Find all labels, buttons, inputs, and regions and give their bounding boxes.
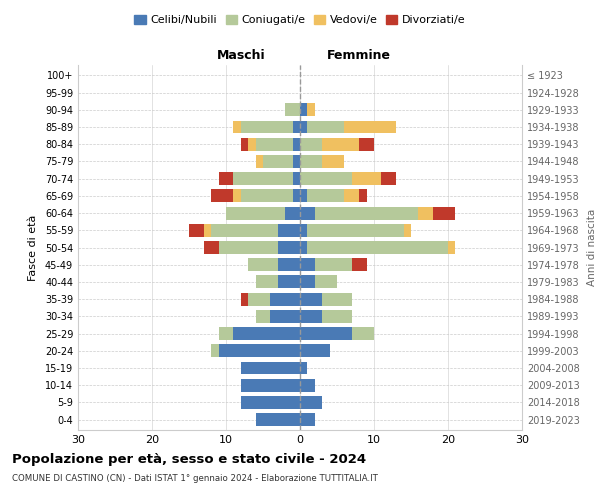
Bar — [352, 327, 374, 340]
Bar — [263, 155, 293, 168]
Bar — [315, 276, 337, 288]
Bar — [315, 258, 352, 271]
Bar — [300, 292, 322, 306]
Bar — [382, 172, 396, 185]
Bar — [300, 258, 315, 271]
Bar — [322, 292, 352, 306]
Bar — [300, 310, 322, 323]
Bar — [307, 104, 315, 116]
Bar — [204, 224, 211, 236]
Bar — [300, 104, 307, 116]
Bar — [322, 138, 359, 150]
Bar — [307, 120, 344, 134]
Text: COMUNE DI CASTINO (CN) - Dati ISTAT 1° gennaio 2024 - Elaborazione TUTTITALIA.IT: COMUNE DI CASTINO (CN) - Dati ISTAT 1° g… — [12, 474, 378, 483]
Bar — [300, 241, 307, 254]
Bar — [300, 396, 322, 409]
Bar — [256, 276, 278, 288]
Bar — [285, 104, 300, 116]
Bar — [218, 172, 233, 185]
Bar — [285, 206, 300, 220]
Bar — [204, 241, 218, 254]
Bar — [344, 190, 359, 202]
Bar — [352, 258, 367, 271]
Bar — [293, 190, 300, 202]
Bar — [293, 138, 300, 150]
Bar — [404, 224, 411, 236]
Bar — [307, 190, 344, 202]
Text: Popolazione per età, sesso e stato civile - 2024: Popolazione per età, sesso e stato civil… — [12, 452, 366, 466]
Bar — [300, 155, 322, 168]
Text: Femmine: Femmine — [327, 50, 391, 62]
Bar — [300, 276, 315, 288]
Bar — [248, 258, 278, 271]
Bar — [322, 310, 352, 323]
Bar — [300, 172, 352, 185]
Bar — [218, 241, 278, 254]
Bar — [448, 241, 455, 254]
Bar — [293, 120, 300, 134]
Bar — [256, 138, 293, 150]
Bar — [300, 224, 307, 236]
Bar — [278, 241, 300, 254]
Bar — [233, 327, 300, 340]
Bar — [211, 344, 218, 358]
Bar — [300, 362, 307, 374]
Bar — [307, 224, 404, 236]
Bar — [300, 190, 307, 202]
Bar — [278, 258, 300, 271]
Bar — [248, 292, 271, 306]
Bar — [433, 206, 455, 220]
Bar — [344, 120, 396, 134]
Bar — [359, 138, 374, 150]
Bar — [233, 190, 241, 202]
Bar — [271, 310, 300, 323]
Bar — [300, 206, 315, 220]
Bar — [211, 224, 278, 236]
Bar — [307, 241, 448, 254]
Bar — [278, 224, 300, 236]
Bar — [322, 155, 344, 168]
Bar — [241, 396, 300, 409]
Bar — [293, 155, 300, 168]
Bar — [233, 120, 241, 134]
Bar — [241, 292, 248, 306]
Bar — [300, 379, 315, 392]
Bar — [300, 413, 315, 426]
Bar — [256, 413, 300, 426]
Bar — [241, 379, 300, 392]
Bar — [418, 206, 433, 220]
Bar — [241, 362, 300, 374]
Bar — [256, 155, 263, 168]
Bar — [278, 276, 300, 288]
Y-axis label: Fasce di età: Fasce di età — [28, 214, 38, 280]
Text: Maschi: Maschi — [217, 50, 265, 62]
Bar — [241, 120, 293, 134]
Y-axis label: Anni di nascita: Anni di nascita — [587, 209, 596, 286]
Bar — [352, 172, 382, 185]
Bar — [359, 190, 367, 202]
Legend: Celibi/Nubili, Coniugati/e, Vedovi/e, Divorziati/e: Celibi/Nubili, Coniugati/e, Vedovi/e, Di… — [130, 10, 470, 30]
Bar — [300, 327, 352, 340]
Bar — [211, 190, 233, 202]
Bar — [300, 138, 322, 150]
Bar — [256, 310, 271, 323]
Bar — [248, 138, 256, 150]
Bar — [218, 327, 233, 340]
Bar — [241, 138, 248, 150]
Bar — [189, 224, 204, 236]
Bar — [300, 344, 329, 358]
Bar — [293, 172, 300, 185]
Bar — [218, 344, 300, 358]
Bar — [241, 190, 293, 202]
Bar — [226, 206, 285, 220]
Bar — [233, 172, 293, 185]
Bar — [300, 120, 307, 134]
Bar — [315, 206, 418, 220]
Bar — [271, 292, 300, 306]
